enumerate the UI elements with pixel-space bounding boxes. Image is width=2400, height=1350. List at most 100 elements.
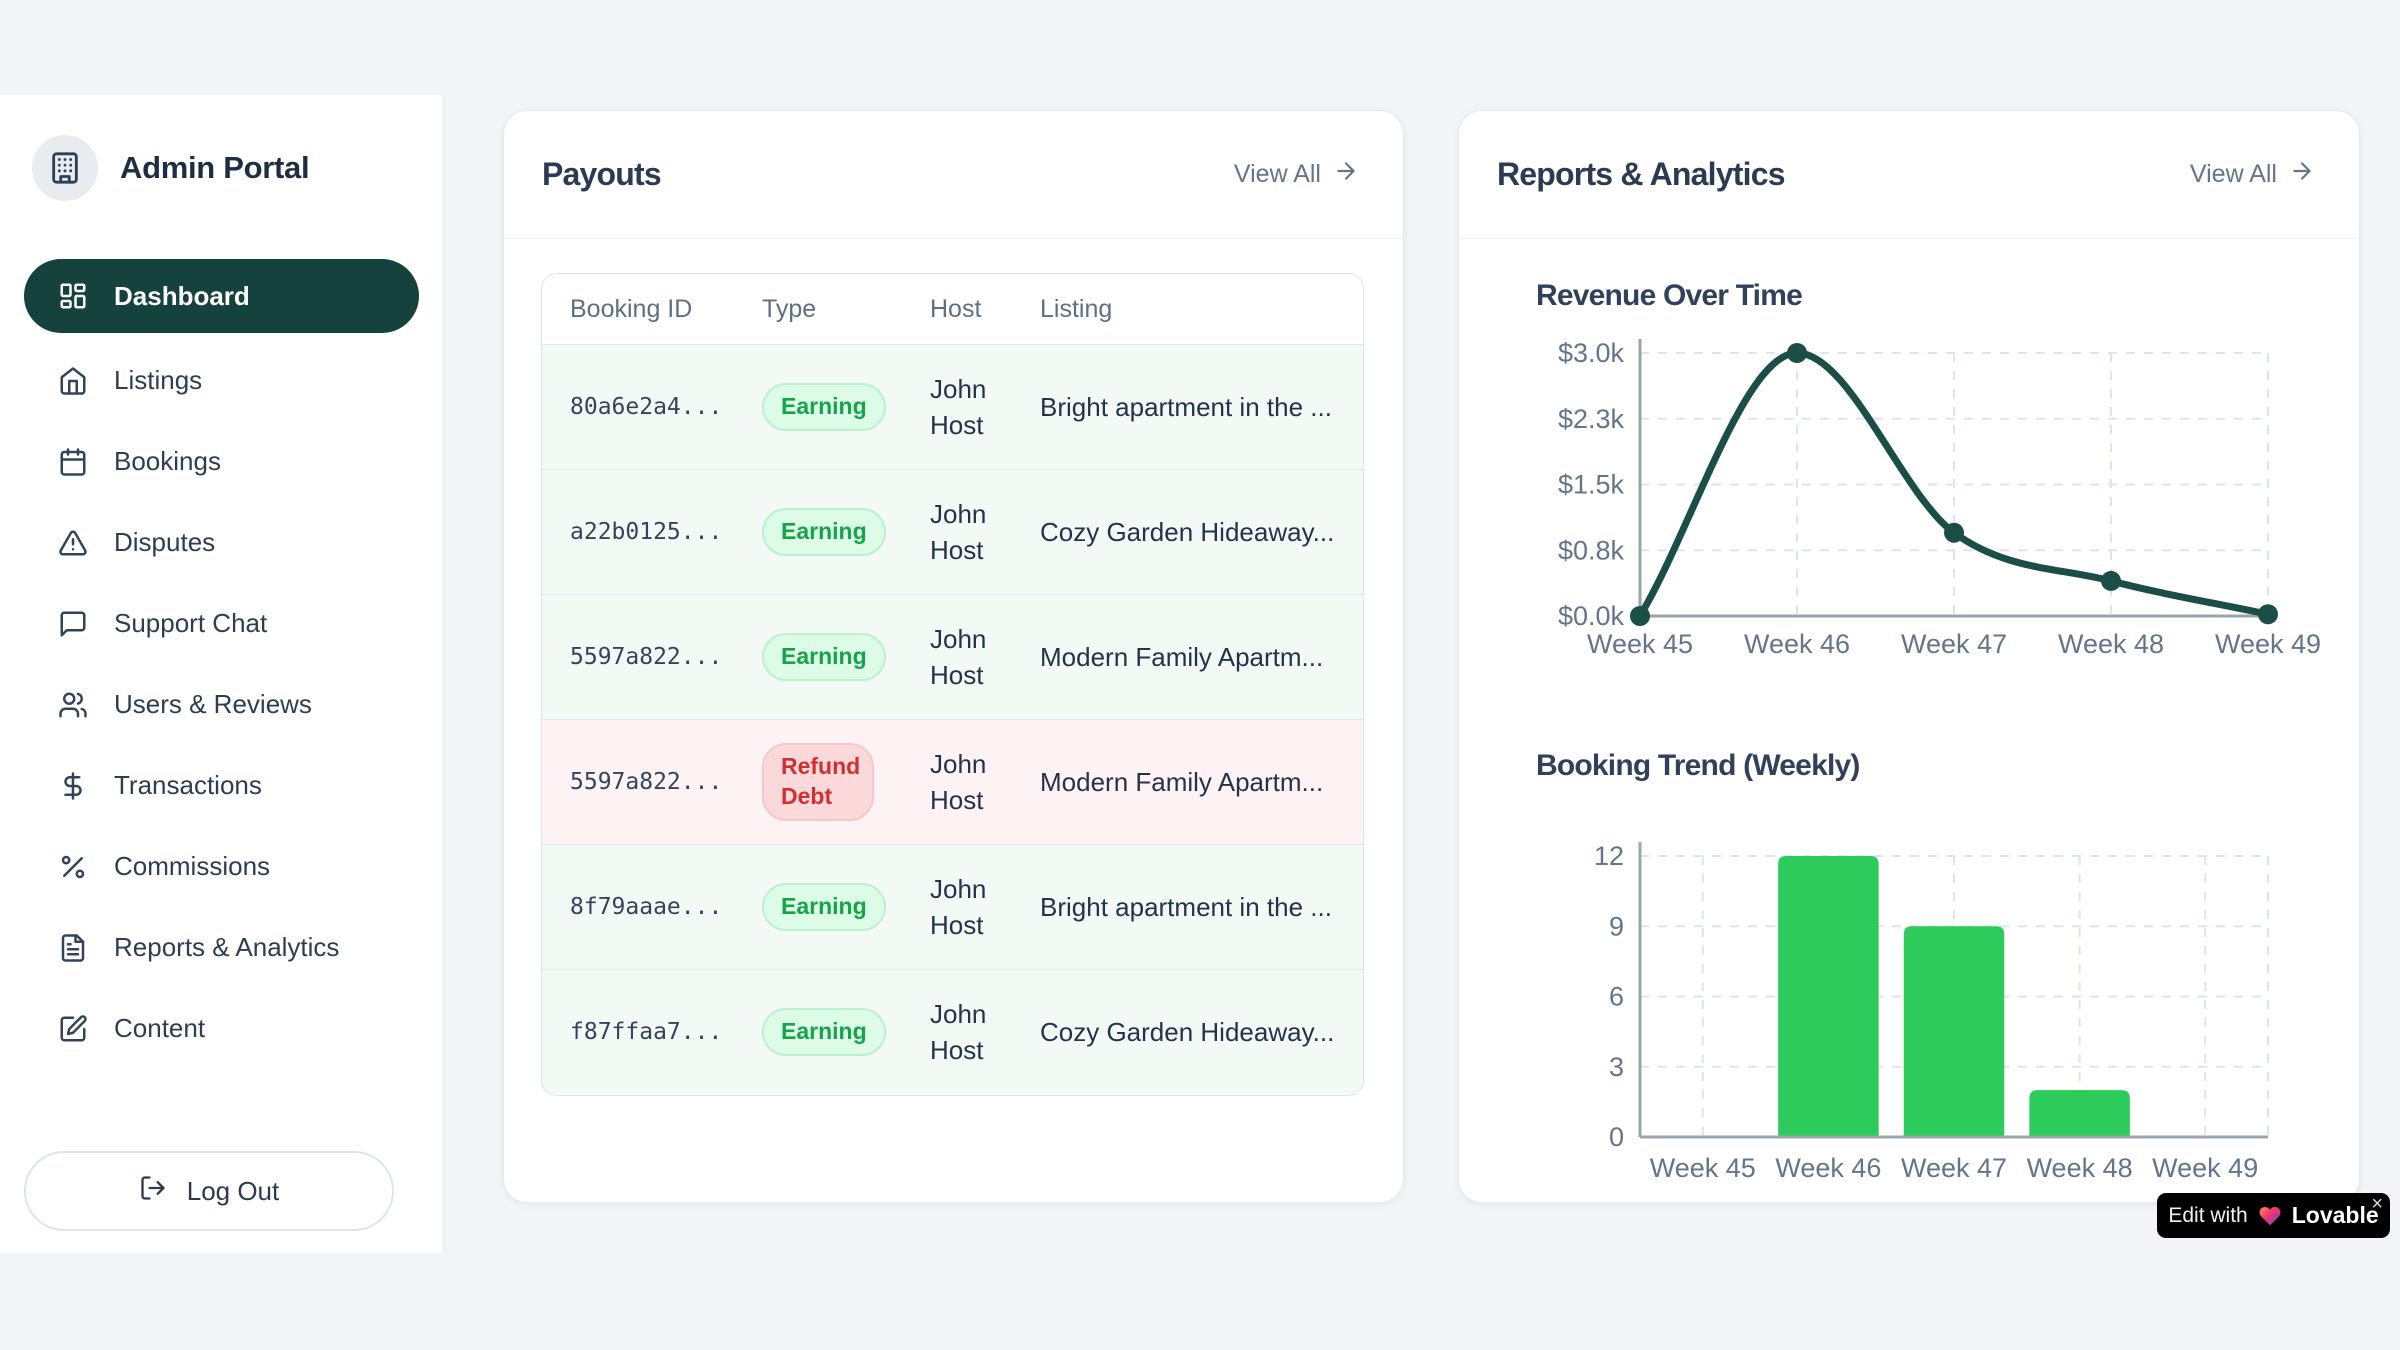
type-cell: Earning bbox=[762, 1008, 930, 1056]
sidebar-item-dashboard[interactable]: Dashboard bbox=[24, 259, 419, 333]
payouts-title: Payouts bbox=[542, 156, 662, 192]
svg-text:Week 46: Week 46 bbox=[1775, 1153, 1881, 1183]
payouts-table-header: Booking ID Type Host Listing bbox=[542, 274, 1363, 344]
file-text-icon bbox=[58, 933, 88, 963]
sidebar-item-label: Bookings bbox=[114, 446, 221, 476]
logout-label: Log Out bbox=[186, 1175, 280, 1206]
table-row[interactable]: 5597a822... Refund Debt John Host Modern Fa… bbox=[542, 719, 1363, 844]
table-row[interactable]: 8f79aaae... Earning John Host Bright apartm… bbox=[542, 844, 1363, 969]
booking-bar-chart: 0 3 6 9 12 Week 45 Week 46 Week 47 Week 48 Week 4… bbox=[1594, 841, 2269, 1183]
sidebar-item-disputes[interactable]: Disputes bbox=[24, 502, 419, 583]
reports-header: Reports & Analytics View All bbox=[1459, 111, 2359, 239]
app-title: Admin Portal bbox=[120, 150, 310, 185]
arrow-right-icon bbox=[1333, 158, 1359, 191]
listing-cell: Bright apartment in the ... bbox=[1040, 391, 1332, 422]
booking-id-cell: f87ffaa7... bbox=[570, 1019, 723, 1045]
svg-text:$2.3k: $2.3k bbox=[1558, 404, 1625, 434]
type-cell: Earning bbox=[762, 508, 930, 556]
host-cell: John Host bbox=[930, 498, 987, 565]
sidebar-item-reports-analytics[interactable]: Reports & Analytics bbox=[24, 907, 419, 988]
svg-text:$3.0k: $3.0k bbox=[1558, 338, 1625, 368]
sidebar-item-label: Content bbox=[114, 1013, 206, 1043]
message-square-icon bbox=[58, 609, 88, 639]
host-cell: John Host bbox=[930, 873, 987, 940]
listing-cell: Modern Family Apartm... bbox=[1040, 766, 1324, 797]
host-cell: John Host bbox=[930, 748, 987, 815]
revenue-chart-title: Revenue Over Time bbox=[1536, 279, 1803, 312]
table-row[interactable]: a22b0125... Earning John Host Cozy Garden H… bbox=[542, 469, 1363, 594]
sidebar-item-bookings[interactable]: Bookings bbox=[24, 421, 419, 502]
brand: Admin Portal bbox=[32, 135, 419, 201]
listing-cell: Cozy Garden Hideaway... bbox=[1040, 1016, 1335, 1047]
host-cell: John Host bbox=[930, 623, 987, 690]
sidebar-item-label: Users & Reviews bbox=[114, 689, 312, 719]
type-badge: Earning bbox=[762, 1008, 886, 1056]
view-all-label: View All bbox=[1233, 160, 1321, 188]
svg-text:0: 0 bbox=[1609, 1122, 1624, 1152]
column-host: Host bbox=[930, 294, 982, 323]
sidebar-item-listings[interactable]: Listings bbox=[24, 340, 419, 421]
svg-text:12: 12 bbox=[1594, 841, 1624, 871]
logout-button[interactable]: Log Out bbox=[24, 1151, 394, 1231]
column-booking-id: Booking ID bbox=[570, 294, 693, 323]
sidebar-item-support-chat[interactable]: Support Chat bbox=[24, 583, 419, 664]
payouts-table-body: 80a6e2a4... Earning John Host Bright apartm… bbox=[542, 344, 1363, 1094]
alert-triangle-icon bbox=[58, 528, 88, 558]
home-icon bbox=[58, 366, 88, 396]
payouts-card: Payouts View All Booking ID Type Host Li… bbox=[503, 110, 1404, 1203]
sidebar-item-content[interactable]: Content bbox=[24, 988, 419, 1069]
sidebar-item-label: Listings bbox=[114, 365, 203, 395]
svg-text:Week 47: Week 47 bbox=[1901, 629, 2007, 659]
svg-text:Week 47: Week 47 bbox=[1901, 1153, 2007, 1183]
users-icon bbox=[58, 690, 88, 720]
type-badge: Earning bbox=[762, 633, 886, 681]
svg-text:Week 48: Week 48 bbox=[2027, 1153, 2133, 1183]
sidebar-item-label: Dashboard bbox=[114, 280, 250, 311]
lovable-badge-brand: Lovable bbox=[2291, 1202, 2379, 1228]
lovable-badge[interactable]: Edit with Lovable × bbox=[2157, 1193, 2390, 1238]
dollar-sign-icon bbox=[58, 771, 88, 801]
svg-text:Week 45: Week 45 bbox=[1587, 629, 1693, 659]
type-badge: Earning bbox=[762, 883, 886, 931]
svg-text:Week 49: Week 49 bbox=[2152, 1153, 2258, 1183]
svg-text:$0.8k: $0.8k bbox=[1558, 535, 1625, 565]
svg-text:$1.5k: $1.5k bbox=[1558, 470, 1625, 500]
svg-text:$0.0k: $0.0k bbox=[1558, 601, 1625, 631]
close-icon[interactable]: × bbox=[2371, 1193, 2383, 1215]
booking-id-cell: 80a6e2a4... bbox=[570, 394, 723, 420]
table-row[interactable]: f87ffaa7... Earning John Host Cozy Garden H… bbox=[542, 969, 1363, 1094]
table-row[interactable]: 80a6e2a4... Earning John Host Bright apartm… bbox=[542, 344, 1363, 469]
listing-cell: Cozy Garden Hideaway... bbox=[1040, 516, 1335, 547]
booking-id-cell: 5597a822... bbox=[570, 769, 723, 795]
sidebar-item-label: Disputes bbox=[114, 527, 216, 557]
sidebar-item-commissions[interactable]: Commissions bbox=[24, 826, 419, 907]
column-type: Type bbox=[762, 294, 817, 323]
booking-id-cell: 5597a822... bbox=[570, 644, 723, 670]
sidebar-item-transactions[interactable]: Transactions bbox=[24, 745, 419, 826]
svg-text:Week 49: Week 49 bbox=[2215, 629, 2321, 659]
payouts-table: Booking ID Type Host Listing 80a6e2a4...… bbox=[541, 273, 1364, 1096]
svg-text:Week 46: Week 46 bbox=[1744, 629, 1850, 659]
sidebar-item-users-reviews[interactable]: Users & Reviews bbox=[24, 664, 419, 745]
reports-card: Reports & Analytics View All Revenue Ove… bbox=[1458, 110, 2360, 1203]
type-badge: Earning bbox=[762, 383, 886, 431]
listing-cell: Bright apartment in the ... bbox=[1040, 891, 1332, 922]
svg-text:9: 9 bbox=[1609, 911, 1624, 941]
host-cell: John Host bbox=[930, 373, 987, 440]
logout-icon bbox=[139, 1174, 167, 1209]
type-badge: Earning bbox=[762, 508, 886, 556]
sidebar-item-label: Commissions bbox=[114, 851, 271, 881]
type-cell: Refund Debt bbox=[762, 743, 930, 821]
type-cell: Earning bbox=[762, 883, 930, 931]
table-row[interactable]: 5597a822... Earning John Host Modern Family… bbox=[542, 594, 1363, 719]
view-all-label: View All bbox=[2189, 160, 2277, 188]
svg-text:Week 45: Week 45 bbox=[1650, 1153, 1756, 1183]
booking-id-cell: 8f79aaae... bbox=[570, 894, 723, 920]
lovable-badge-prefix: Edit with bbox=[2168, 1203, 2248, 1227]
reports-view-all-link[interactable]: View All bbox=[2184, 157, 2321, 192]
reports-title: Reports & Analytics bbox=[1497, 156, 1786, 192]
svg-text:3: 3 bbox=[1609, 1052, 1624, 1082]
column-listing: Listing bbox=[1040, 294, 1113, 323]
payouts-view-all-link[interactable]: View All bbox=[1228, 157, 1365, 192]
